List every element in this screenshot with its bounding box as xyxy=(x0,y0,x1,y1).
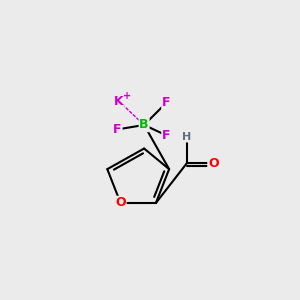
Text: K: K xyxy=(114,95,124,108)
Text: F: F xyxy=(162,129,170,142)
Text: B: B xyxy=(140,118,149,131)
Text: F: F xyxy=(162,96,170,110)
Text: H: H xyxy=(182,132,191,142)
Text: +: + xyxy=(123,91,131,100)
Text: O: O xyxy=(208,157,219,170)
Text: F: F xyxy=(113,123,122,136)
Text: O: O xyxy=(115,196,126,209)
